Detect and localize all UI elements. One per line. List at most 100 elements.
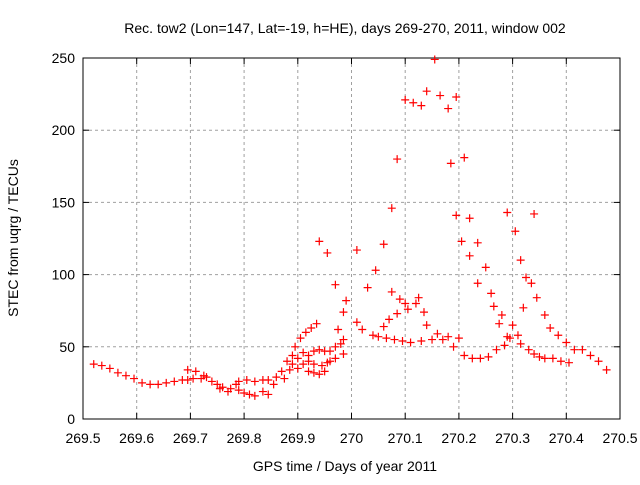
- data-point: [516, 256, 525, 265]
- data-point: [280, 374, 289, 383]
- data-point: [433, 329, 442, 338]
- data-point: [417, 337, 426, 346]
- data-point: [522, 273, 531, 282]
- x-tick-label: 269.7: [173, 430, 208, 446]
- data-point: [524, 345, 533, 354]
- x-tick-label: 270: [340, 430, 364, 446]
- data-point: [223, 387, 232, 396]
- data-point: [215, 384, 224, 393]
- data-point: [417, 101, 426, 110]
- data-point: [326, 347, 335, 356]
- data-point: [331, 280, 340, 289]
- data-point: [457, 237, 466, 246]
- data-point: [540, 311, 549, 320]
- x-tick-label: 270.3: [495, 430, 530, 446]
- data-point: [339, 350, 348, 359]
- data-point: [374, 332, 383, 341]
- data-point: [299, 348, 308, 357]
- data-point: [382, 334, 391, 343]
- data-point: [393, 309, 402, 318]
- data-point: [530, 209, 539, 218]
- data-point: [312, 319, 321, 328]
- data-point: [309, 360, 318, 369]
- data-point: [331, 354, 340, 363]
- data-point: [379, 240, 388, 249]
- data-point: [240, 389, 249, 398]
- data-point: [564, 358, 573, 367]
- data-point: [339, 308, 348, 317]
- data-point: [97, 361, 106, 370]
- data-point: [315, 370, 324, 379]
- data-point: [401, 299, 410, 308]
- data-point: [387, 287, 396, 296]
- data-point: [511, 227, 520, 236]
- data-point: [497, 311, 506, 320]
- y-axis-label: STEC from uqrg / TECUs: [5, 159, 21, 317]
- data-point: [170, 377, 179, 386]
- data-point: [323, 358, 332, 367]
- data-point: [363, 283, 372, 292]
- data-point: [336, 339, 345, 348]
- data-point: [414, 293, 423, 302]
- data-point: [556, 357, 565, 366]
- data-point: [422, 87, 431, 96]
- data-point: [460, 153, 469, 162]
- data-point: [191, 367, 200, 376]
- data-point: [154, 380, 163, 389]
- data-point: [527, 279, 536, 288]
- y-tick-label: 100: [52, 267, 76, 283]
- x-tick-label: 269.8: [227, 430, 262, 446]
- data-point: [430, 55, 439, 64]
- data-point: [532, 293, 541, 302]
- data-point: [484, 352, 493, 361]
- data-point: [250, 377, 259, 386]
- data-point: [352, 318, 361, 327]
- data-point: [293, 354, 302, 363]
- data-point: [594, 357, 603, 366]
- data-point: [301, 328, 310, 337]
- x-tick-label: 270.5: [602, 430, 637, 446]
- data-point: [390, 335, 399, 344]
- y-tick-label: 250: [52, 50, 76, 66]
- ticks: 269.5 269.6 269.7 269.8 269.9 270 270.1 270.2 27…: [52, 50, 638, 446]
- x-tick-label: 270.1: [388, 430, 423, 446]
- data-point: [513, 331, 522, 340]
- data-point: [288, 351, 297, 360]
- data-point: [516, 339, 525, 348]
- data-point: [258, 387, 267, 396]
- data-point: [476, 354, 485, 363]
- data-point: [411, 299, 420, 308]
- data-point: [586, 351, 595, 360]
- y-tick-label: 150: [52, 194, 76, 210]
- data-point: [183, 365, 192, 374]
- data-point: [419, 308, 428, 317]
- x-tick-label: 270.2: [441, 430, 476, 446]
- data-point: [245, 390, 254, 399]
- data-point: [562, 338, 571, 347]
- data-points: [89, 55, 611, 400]
- data-point: [452, 211, 461, 220]
- data-point: [342, 296, 351, 305]
- data-point: [398, 337, 407, 346]
- data-point: [546, 324, 555, 333]
- data-point: [444, 332, 453, 341]
- data-point: [339, 335, 348, 344]
- x-tick-label: 269.6: [119, 430, 154, 446]
- data-point: [207, 377, 216, 386]
- data-point: [548, 354, 557, 363]
- data-point: [285, 365, 294, 374]
- y-tick-label: 200: [52, 122, 76, 138]
- data-point: [406, 338, 415, 347]
- data-point: [368, 331, 377, 340]
- data-point: [454, 334, 463, 343]
- data-point: [481, 263, 490, 272]
- data-point: [487, 289, 496, 298]
- data-point: [422, 321, 431, 330]
- data-point: [452, 92, 461, 101]
- data-point: [315, 345, 324, 354]
- data-point: [409, 98, 418, 107]
- data-point: [500, 341, 509, 350]
- data-point: [446, 159, 455, 168]
- data-point: [264, 376, 273, 385]
